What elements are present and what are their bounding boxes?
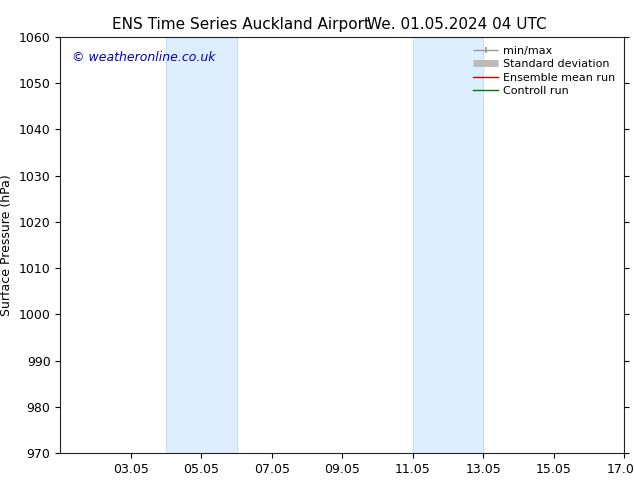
Text: ENS Time Series Auckland Airport: ENS Time Series Auckland Airport <box>112 17 370 32</box>
Legend: min/max, Standard deviation, Ensemble mean run, Controll run: min/max, Standard deviation, Ensemble me… <box>469 41 620 100</box>
Y-axis label: Surface Pressure (hPa): Surface Pressure (hPa) <box>0 174 13 316</box>
Text: © weatheronline.co.uk: © weatheronline.co.uk <box>72 51 215 64</box>
Bar <box>413 37 484 453</box>
Text: We. 01.05.2024 04 UTC: We. 01.05.2024 04 UTC <box>366 17 547 32</box>
Bar <box>166 37 236 453</box>
